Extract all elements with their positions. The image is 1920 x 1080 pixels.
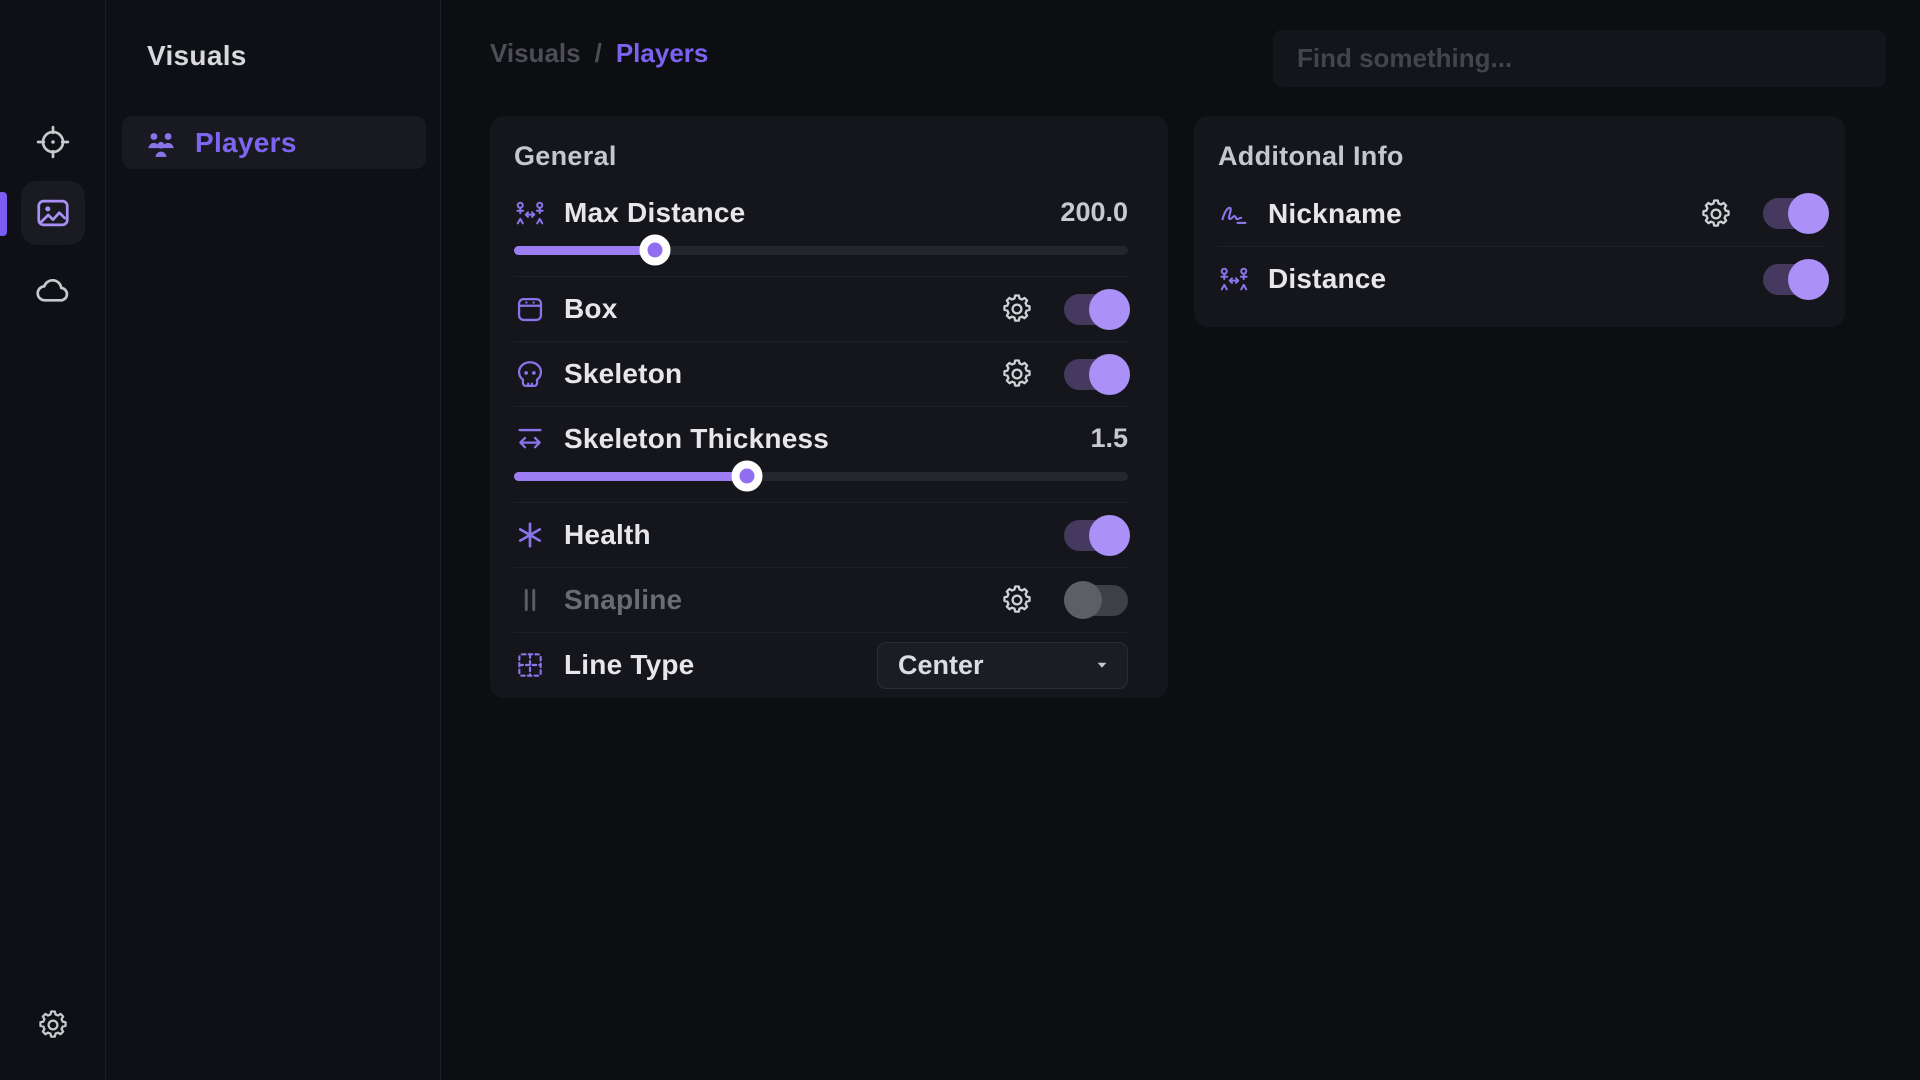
- settings-button[interactable]: [21, 993, 85, 1057]
- skeleton-thickness-slider-track[interactable]: [514, 460, 1128, 492]
- toggle-knob: [1089, 288, 1130, 330]
- setting-label: Max Distance: [564, 196, 746, 228]
- toggle-knob: [1064, 580, 1102, 619]
- setting-row-distance: Distance: [1218, 246, 1829, 311]
- skeleton-thickness-slider-fill: [514, 471, 748, 481]
- setting-row-nickname: Nickname: [1218, 181, 1829, 246]
- distance-icon: [514, 197, 546, 229]
- setting-row-skeleton: Skeleton: [514, 341, 1130, 406]
- max-distance-slider-thumb[interactable]: [639, 234, 671, 266]
- box-gear-button[interactable]: [1000, 292, 1034, 326]
- slider-value: 200.0: [1060, 197, 1128, 227]
- chevron-down-icon: [1091, 654, 1113, 676]
- setting-label: Health: [564, 519, 651, 550]
- panel-additional-info: Additonal Info Nickname Distance: [1194, 116, 1845, 327]
- gear-icon: [36, 1008, 70, 1042]
- panel-title: General: [514, 141, 617, 171]
- image-icon: [34, 194, 72, 232]
- breadcrumb-parent[interactable]: Visuals: [490, 38, 581, 68]
- nickname-toggle[interactable]: [1763, 193, 1829, 234]
- main-content: Visuals / Players General Max Distance 20…: [441, 0, 1920, 1080]
- snapline-toggle[interactable]: [1064, 580, 1128, 619]
- signature-icon: [1218, 198, 1250, 230]
- skeleton-thickness-slider-thumb[interactable]: [731, 460, 763, 492]
- grid-icon: [514, 649, 546, 681]
- thickness-icon: [514, 423, 546, 455]
- snapline-gear-button[interactable]: [1000, 583, 1034, 617]
- distance-icon: [1218, 263, 1250, 295]
- breadcrumb-current[interactable]: Players: [615, 38, 709, 68]
- setting-label: Nickname: [1268, 197, 1402, 229]
- active-section-indicator: [0, 192, 7, 236]
- setting-label: Snapline: [564, 584, 683, 615]
- setting-row-skeleton-thickness: Skeleton Thickness 1.5: [514, 406, 1128, 502]
- search-input[interactable]: [1273, 30, 1886, 87]
- setting-label: Skeleton: [564, 358, 683, 389]
- sidebar-title: Visuals: [147, 40, 247, 71]
- setting-row-box: Box: [514, 276, 1130, 341]
- sidebar: Visuals Players: [106, 0, 441, 1080]
- toggle-knob: [1788, 193, 1829, 234]
- setting-row-health: Health: [514, 502, 1130, 567]
- nav-aim-button[interactable]: [21, 110, 85, 174]
- skull-icon: [514, 358, 546, 390]
- sidebar-item-players[interactable]: Players: [122, 116, 426, 169]
- slider-value: 1.5: [1090, 423, 1128, 453]
- setting-label: Line Type: [564, 649, 695, 680]
- max-distance-slider-fill: [514, 245, 656, 255]
- toggle-knob: [1089, 353, 1130, 395]
- setting-row-snapline: Snapline: [514, 567, 1128, 632]
- slider-header: Max Distance 200.0: [514, 194, 1128, 231]
- asterisk-icon: [514, 519, 546, 551]
- panel-title: Additonal Info: [1218, 141, 1404, 171]
- setting-label: Skeleton Thickness: [564, 422, 830, 454]
- nav-visuals-button[interactable]: [21, 181, 85, 245]
- crosshair-icon: [34, 123, 72, 161]
- max-distance-slider-track[interactable]: [514, 234, 1128, 266]
- breadcrumb: Visuals / Players: [490, 38, 708, 69]
- health-toggle[interactable]: [1064, 514, 1130, 556]
- toggle-knob: [1788, 258, 1829, 300]
- select-value: Center: [898, 649, 984, 680]
- left-rail: [0, 0, 106, 1080]
- users-icon: [144, 126, 178, 160]
- panel-additional-info-rows: Nickname Distance: [1194, 181, 1845, 311]
- sidebar-item-label: Players: [195, 126, 297, 158]
- line-type-select[interactable]: Center: [877, 641, 1128, 689]
- panel-general: General Max Distance 200.0 Box Skeleton Skel…: [490, 116, 1168, 698]
- breadcrumb-separator: /: [594, 38, 602, 68]
- box-icon: [514, 293, 546, 325]
- skeleton-gear-button[interactable]: [1000, 357, 1034, 391]
- slider: [514, 457, 1128, 495]
- nav-cloud-button[interactable]: [21, 258, 85, 322]
- panel-general-rows: Max Distance 200.0 Box Skeleton Skeleton Thi…: [490, 181, 1168, 697]
- snapline-icon: [514, 584, 546, 616]
- skeleton-toggle[interactable]: [1064, 353, 1130, 395]
- setting-row-max-distance: Max Distance 200.0: [514, 181, 1128, 276]
- slider-header: Skeleton Thickness 1.5: [514, 420, 1128, 457]
- slider: [514, 231, 1128, 269]
- setting-label: Distance: [1268, 263, 1387, 294]
- cloud-icon: [34, 271, 72, 309]
- toggle-knob: [1089, 514, 1130, 556]
- distance-toggle[interactable]: [1763, 258, 1829, 300]
- setting-label: Box: [564, 293, 618, 324]
- box-toggle[interactable]: [1064, 288, 1130, 330]
- nickname-gear-button[interactable]: [1699, 197, 1733, 231]
- setting-row-line-type: Line Type Center: [514, 632, 1128, 697]
